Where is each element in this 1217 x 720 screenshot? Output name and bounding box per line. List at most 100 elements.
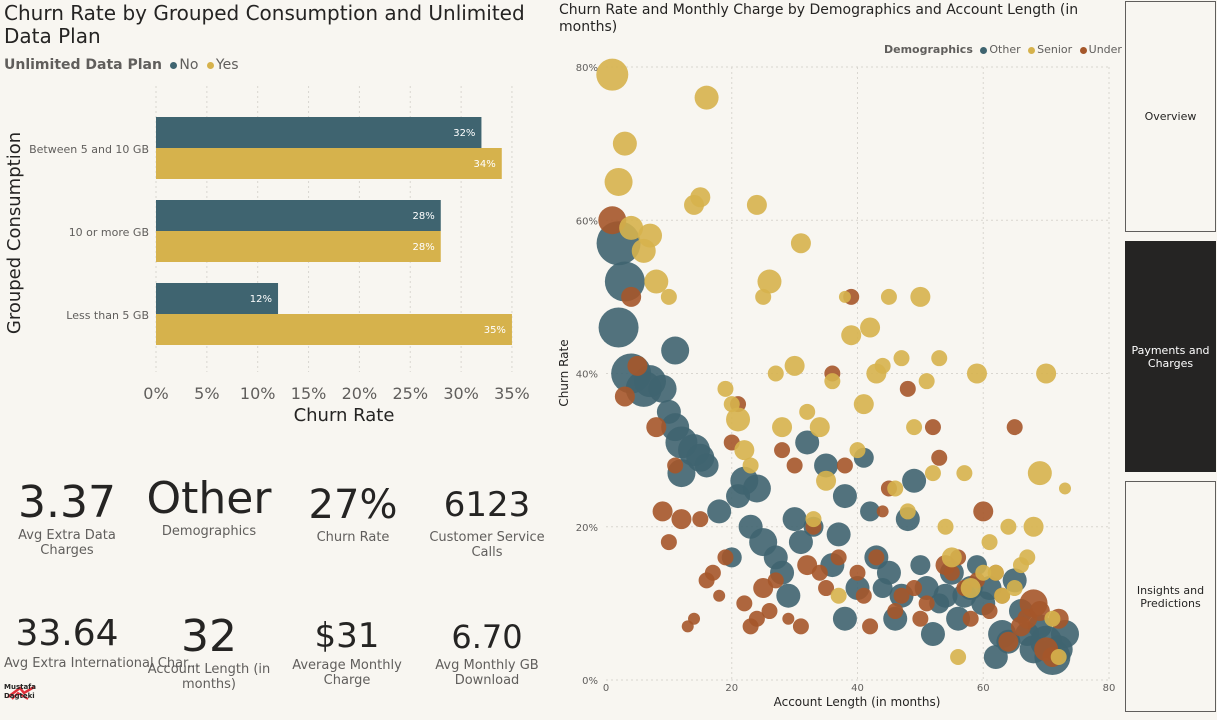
scatter-point[interactable] — [893, 587, 910, 604]
scatter-point[interactable] — [742, 457, 759, 474]
scatter-legend-senior[interactable]: Senior — [1037, 43, 1073, 56]
scatter-point[interactable] — [1023, 516, 1044, 537]
scatter-point[interactable] — [811, 564, 828, 581]
scatter-point[interactable] — [742, 474, 771, 503]
scatter-point[interactable] — [767, 365, 784, 382]
scatter-point[interactable] — [772, 417, 793, 438]
scatter-point[interactable] — [757, 269, 782, 294]
bar-yes[interactable] — [156, 314, 512, 345]
scatter-point[interactable] — [832, 484, 857, 509]
bar-no[interactable] — [156, 200, 441, 231]
scatter-point[interactable] — [692, 511, 709, 528]
scatter-point[interactable] — [981, 534, 998, 551]
scatter-point[interactable] — [910, 286, 931, 307]
scatter-point[interactable] — [1050, 649, 1067, 666]
scatter-point[interactable] — [648, 374, 677, 403]
scatter-point[interactable] — [792, 618, 809, 635]
scatter-point[interactable] — [855, 587, 872, 604]
scatter-point[interactable] — [612, 131, 637, 156]
scatter-point[interactable] — [931, 350, 948, 367]
scatter-legend-other[interactable]: Other — [989, 43, 1021, 56]
scatter-point[interactable] — [816, 470, 837, 491]
scatter-point[interactable] — [943, 564, 960, 581]
scatter-point[interactable] — [1006, 419, 1023, 436]
scatter-point[interactable] — [717, 380, 734, 397]
scatter-point[interactable] — [887, 480, 904, 497]
scatter-point[interactable] — [761, 603, 778, 620]
scatter-point[interactable] — [690, 187, 711, 208]
scatter-point[interactable] — [782, 507, 807, 532]
scatter-point[interactable] — [713, 589, 726, 602]
scatter-point[interactable] — [887, 603, 904, 620]
scatter-point[interactable] — [646, 417, 667, 438]
scatter-point[interactable] — [910, 555, 931, 576]
bar-yes[interactable] — [156, 231, 441, 262]
scatter-point[interactable] — [661, 336, 690, 365]
scatter-point[interactable] — [824, 373, 841, 390]
scatter-point[interactable] — [899, 503, 916, 520]
scatter-point[interactable] — [746, 194, 767, 215]
scatter-point[interactable] — [893, 350, 910, 367]
scatter-point[interactable] — [1029, 601, 1050, 622]
scatter-point[interactable] — [950, 649, 967, 666]
scatter-point[interactable] — [717, 549, 734, 566]
scatter-point[interactable] — [962, 610, 979, 627]
scatter-point[interactable] — [748, 610, 765, 627]
scatter-point[interactable] — [960, 578, 981, 599]
scatter-point[interactable] — [860, 501, 881, 522]
scatter-point[interactable] — [937, 518, 954, 535]
scatter-point[interactable] — [805, 511, 822, 528]
scatter-point[interactable] — [1036, 363, 1057, 384]
nav-insights-predictions-button[interactable]: Insights and Predictions — [1125, 481, 1216, 712]
scatter-point[interactable] — [1000, 518, 1017, 535]
scatter-point[interactable] — [652, 501, 673, 522]
scatter-point[interactable] — [902, 468, 927, 493]
scatter-point[interactable] — [660, 288, 677, 305]
scatter-point[interactable] — [667, 457, 684, 474]
scatter-point[interactable] — [1027, 461, 1052, 486]
scatter-point[interactable] — [688, 612, 701, 625]
scatter-point[interactable] — [799, 403, 816, 420]
scatter-point[interactable] — [987, 564, 1004, 581]
scatter-point[interactable] — [814, 453, 839, 478]
scatter-point[interactable] — [631, 238, 656, 263]
scatter-point[interactable] — [946, 606, 971, 631]
scatter-point[interactable] — [918, 373, 935, 390]
scatter-point[interactable] — [621, 286, 642, 307]
nav-payments-charges-button[interactable]: Payments and Charges — [1125, 241, 1216, 472]
scatter-point[interactable] — [832, 606, 857, 631]
scatter-point[interactable] — [596, 58, 629, 91]
scatter-point[interactable] — [941, 547, 962, 568]
scatter-point[interactable] — [707, 499, 732, 524]
scatter-point[interactable] — [782, 612, 795, 625]
scatter-point[interactable] — [797, 555, 818, 576]
scatter-point[interactable] — [920, 622, 945, 647]
bar-legend-no[interactable]: No — [179, 57, 199, 73]
scatter-point[interactable] — [614, 386, 635, 407]
scatter-point[interactable] — [841, 325, 862, 346]
scatter-point[interactable] — [767, 572, 784, 589]
scatter-point[interactable] — [1044, 610, 1061, 627]
scatter-point[interactable] — [776, 583, 801, 608]
scatter-point[interactable] — [868, 549, 885, 566]
scatter-point[interactable] — [660, 534, 677, 551]
scatter-point[interactable] — [1006, 580, 1023, 597]
scatter-point[interactable] — [880, 288, 897, 305]
scatter-point[interactable] — [906, 580, 923, 597]
scatter-point[interactable] — [994, 587, 1011, 604]
bar-legend-yes[interactable]: Yes — [215, 57, 239, 73]
scatter-point[interactable] — [874, 357, 891, 374]
scatter-point[interactable] — [906, 419, 923, 436]
scatter-point[interactable] — [914, 576, 939, 601]
scatter-point[interactable] — [826, 522, 851, 547]
scatter-point[interactable] — [912, 610, 929, 627]
scatter-point[interactable] — [924, 465, 941, 482]
bar-no[interactable] — [156, 117, 482, 148]
scatter-point[interactable] — [784, 355, 805, 376]
bar-no[interactable] — [156, 283, 279, 314]
scatter-point[interactable] — [598, 307, 639, 348]
scatter-point[interactable] — [1019, 549, 1036, 566]
scatter-point[interactable] — [876, 560, 901, 585]
scatter-point[interactable] — [933, 583, 958, 608]
nav-overview-button[interactable]: Overview — [1125, 1, 1216, 232]
